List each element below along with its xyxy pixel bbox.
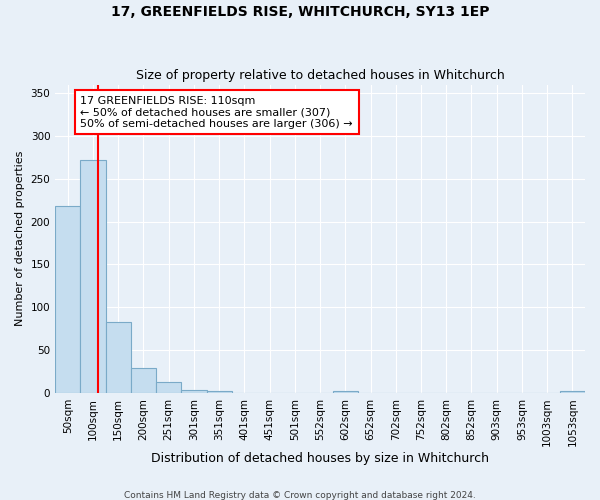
Bar — [156, 382, 181, 393]
Text: 17, GREENFIELDS RISE, WHITCHURCH, SY13 1EP: 17, GREENFIELDS RISE, WHITCHURCH, SY13 1… — [111, 5, 489, 19]
Text: 17 GREENFIELDS RISE: 110sqm
← 50% of detached houses are smaller (307)
50% of se: 17 GREENFIELDS RISE: 110sqm ← 50% of det… — [80, 96, 353, 129]
Bar — [560, 391, 585, 393]
Bar — [80, 160, 106, 393]
Bar — [55, 206, 80, 393]
Bar — [332, 391, 358, 393]
Bar — [181, 390, 206, 393]
X-axis label: Distribution of detached houses by size in Whitchurch: Distribution of detached houses by size … — [151, 452, 489, 465]
Y-axis label: Number of detached properties: Number of detached properties — [15, 151, 25, 326]
Text: Contains HM Land Registry data © Crown copyright and database right 2024.: Contains HM Land Registry data © Crown c… — [124, 490, 476, 500]
Bar — [131, 368, 156, 393]
Bar — [106, 322, 131, 393]
Title: Size of property relative to detached houses in Whitchurch: Size of property relative to detached ho… — [136, 69, 505, 82]
Bar — [206, 391, 232, 393]
